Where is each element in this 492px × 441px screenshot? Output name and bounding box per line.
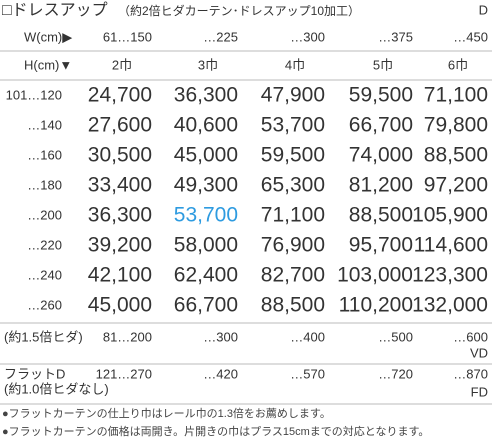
vd-code: VD	[470, 345, 488, 360]
price: 88,500	[349, 204, 413, 227]
price: 39,200	[88, 234, 152, 257]
price: 82,700	[261, 264, 325, 287]
price: 97,200	[424, 174, 488, 197]
vd-range: …500	[378, 329, 413, 344]
panel-count: 4巾	[285, 57, 305, 72]
price: 123,300	[412, 264, 488, 287]
height-range: …160	[27, 147, 62, 162]
price: 27,600	[88, 114, 152, 137]
price: 62,400	[174, 264, 238, 287]
fd-range: …720	[378, 366, 413, 381]
height-range: …240	[27, 267, 62, 282]
price: 42,100	[88, 264, 152, 287]
height-range: …220	[27, 237, 62, 252]
price: 65,300	[261, 174, 325, 197]
price: 76,900	[261, 234, 325, 257]
price: 49,300	[174, 174, 238, 197]
price: 74,000	[349, 144, 413, 167]
price: 95,700	[349, 234, 413, 257]
fd-code: FD	[471, 384, 488, 399]
price: 59,500	[261, 144, 325, 167]
note: ●フラットカーテンの価格は両開き。片開きの巾はプラス15cmまでの対応となります…	[2, 424, 429, 438]
vd-range: …400	[290, 329, 325, 344]
height-range: …140	[27, 117, 62, 132]
vd-range: …300	[203, 329, 238, 344]
title: □ドレスアップ	[2, 1, 108, 19]
fd-range: 121…270	[96, 366, 152, 381]
price: 53,700	[261, 114, 325, 137]
price: 30,500	[88, 144, 152, 167]
price: 66,700	[174, 294, 238, 317]
vd-range: …600	[453, 329, 488, 344]
price: 58,000	[174, 234, 238, 257]
panel-count: 6巾	[448, 57, 468, 72]
vd-label: (約1.5倍ヒダ)	[4, 329, 83, 344]
price: 40,600	[174, 114, 238, 137]
panel-count: 3巾	[198, 57, 218, 72]
width-range: …300	[290, 29, 325, 44]
price: 71,100	[424, 84, 488, 107]
price: 71,100	[261, 204, 325, 227]
price: 105,900	[412, 204, 488, 227]
note: ●フラットカーテンの仕上り巾はレール巾の1.3倍をお薦めします。	[2, 406, 331, 420]
price: 132,000	[412, 294, 488, 317]
width-range: …225	[203, 29, 238, 44]
price: 88,500	[261, 294, 325, 317]
width-label: W(cm)▶	[24, 29, 72, 44]
width-range: …450	[453, 29, 488, 44]
vd-range: 81…200	[103, 329, 152, 344]
price: 36,300	[174, 84, 238, 107]
width-range: …375	[378, 29, 413, 44]
subtitle: （約2倍ヒダカーテン･ドレスアップ10加工）	[118, 3, 360, 18]
price: 66,700	[349, 114, 413, 137]
price: 45,000	[174, 144, 238, 167]
price: 33,400	[88, 174, 152, 197]
price: 24,700	[88, 84, 152, 107]
price: 110,200	[339, 294, 413, 317]
code: D	[479, 2, 488, 17]
fd-sublabel: (約1.0倍ヒダなし)	[4, 381, 109, 396]
price: 45,000	[88, 294, 152, 317]
height-range: …200	[27, 207, 62, 222]
fd-range: …870	[453, 366, 488, 381]
height-range: 101…120	[6, 87, 62, 102]
panel-count: 5巾	[373, 57, 393, 72]
fd-label: フラットD	[4, 366, 65, 381]
price: 88,500	[424, 144, 488, 167]
height-label: H(cm)▼	[24, 57, 72, 72]
price: 53,700	[174, 204, 238, 227]
height-range: …180	[27, 177, 62, 192]
price: 114,600	[414, 234, 488, 257]
price: 47,900	[261, 84, 325, 107]
price: 36,300	[88, 204, 152, 227]
price: 103,000	[337, 264, 413, 287]
fd-range: …570	[290, 366, 325, 381]
fd-range: …420	[203, 366, 238, 381]
height-range: …260	[27, 297, 62, 312]
price: 79,800	[424, 114, 488, 137]
width-range: 61…150	[103, 29, 152, 44]
price: 59,500	[349, 84, 413, 107]
price: 81,200	[349, 174, 413, 197]
panel-count: 2巾	[112, 57, 132, 72]
